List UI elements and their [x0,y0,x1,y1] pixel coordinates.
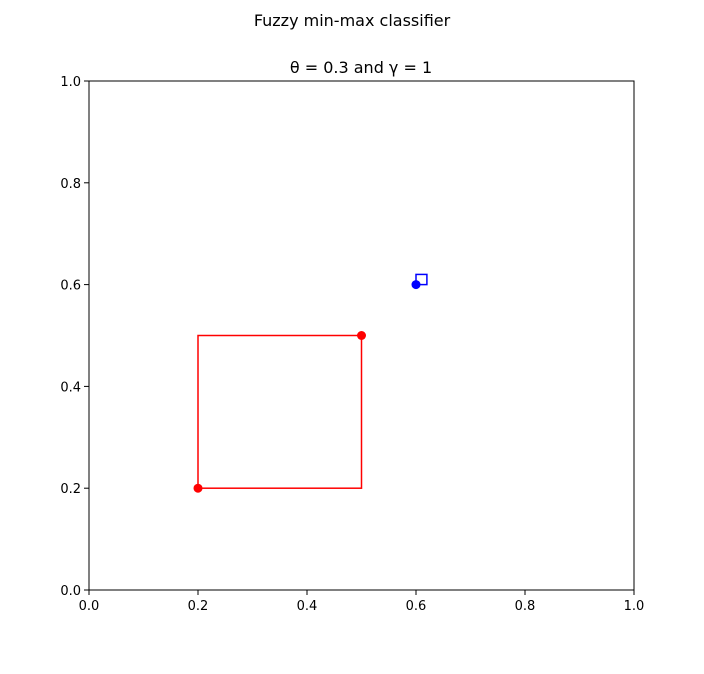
axes-frame [88,80,635,591]
y-axis: 0.0 0.2 0.4 0.6 0.8 1.0 [60,75,89,599]
x-tick-label: 0.0 [79,599,100,614]
chart-title: Fuzzy min-max classifier [254,11,451,30]
y-tick-label: 0.8 [60,177,81,192]
y-tick-label: 0.6 [60,279,81,294]
hyperbox-0 [197,334,363,489]
chart-subtitle: θ = 0.3 and γ = 1 [290,58,432,77]
x-tick-label: 0.2 [188,599,209,614]
plot-content [193,273,428,493]
data-point-1 [357,331,366,340]
y-tick-label: 1.0 [60,75,81,90]
y-tick-label: 0.4 [60,380,81,395]
hyperbox-1 [415,273,428,286]
data-point-2 [411,280,421,290]
x-tick-label: 0.4 [297,599,318,614]
y-tick-label: 0.0 [60,584,81,599]
x-tick-label: 0.8 [515,599,536,614]
x-tick-label: 0.6 [406,599,427,614]
x-axis: 0.0 0.2 0.4 0.6 0.8 1.0 [79,590,645,614]
y-tick-label: 0.2 [60,482,81,497]
data-point-0 [193,483,203,493]
x-tick-label: 1.0 [624,599,645,614]
